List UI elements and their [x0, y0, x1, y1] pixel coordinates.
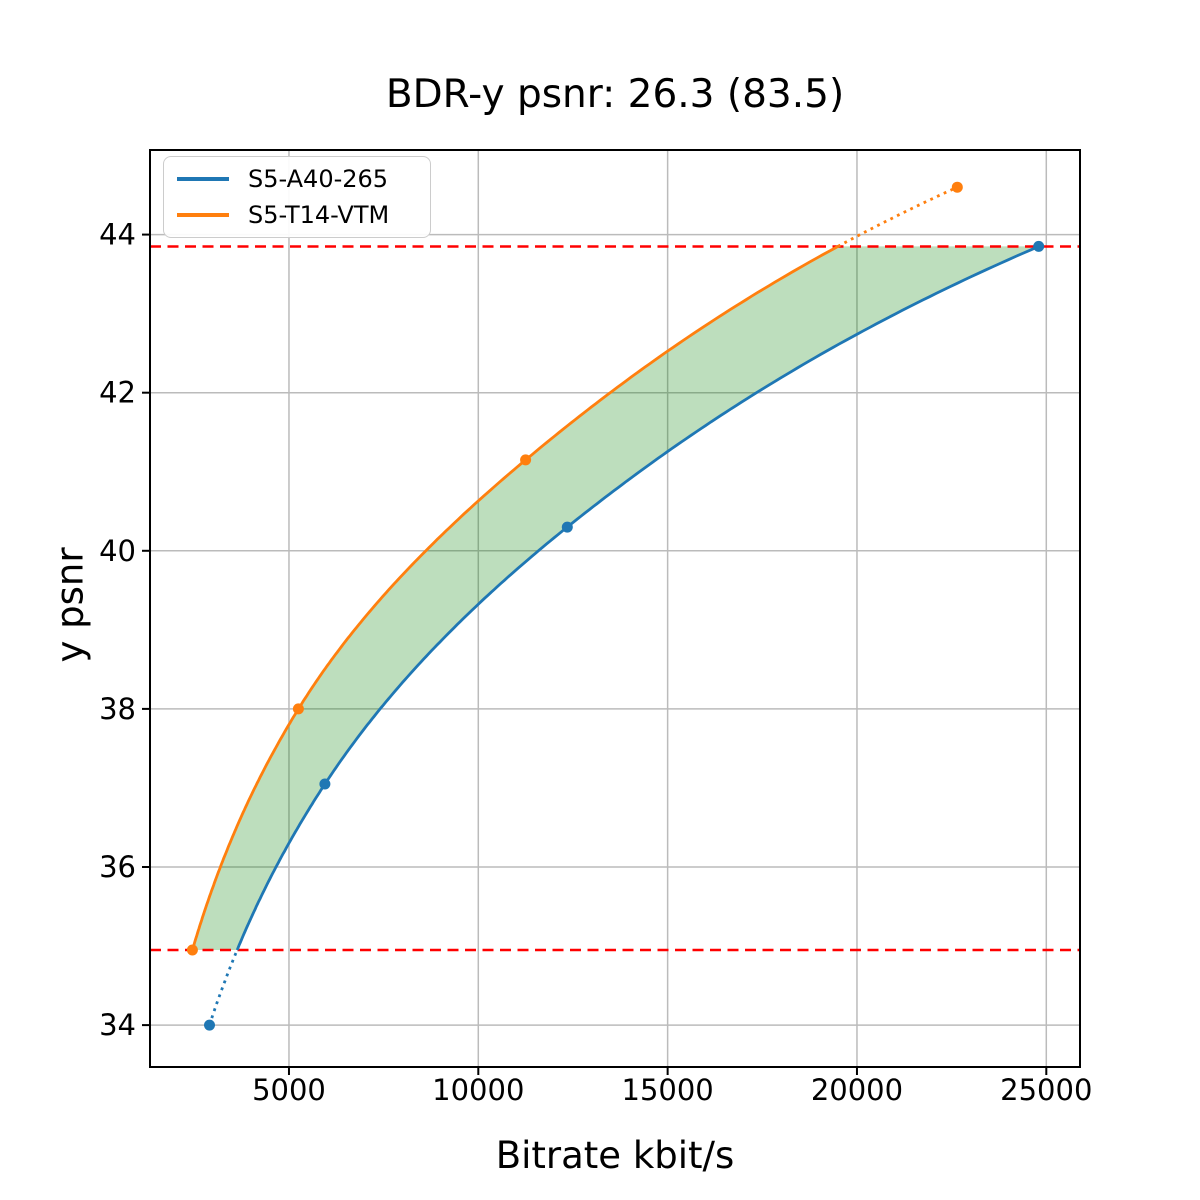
y-axis-label: y psnr — [48, 547, 92, 663]
axes-spines — [149, 149, 1081, 1068]
y-tick-label: 34 — [99, 1008, 136, 1042]
y-tick-label: 44 — [99, 218, 136, 252]
legend-item: S5-T14-VTM — [177, 201, 430, 229]
y-tick-label: 42 — [99, 376, 136, 410]
data-point-S5-T14-VTM — [186, 944, 198, 956]
series-curve-dotted-S5-T14-VTM — [837, 185, 958, 248]
x-tick-label: 10000 — [432, 1073, 524, 1107]
data-point-S5-A40-265 — [319, 778, 331, 790]
data-point-S5-A40-265 — [204, 1019, 215, 1031]
y-tick-label: 36 — [99, 850, 136, 884]
data-point-S5-T14-VTM — [520, 454, 532, 466]
legend-item: S5-A40-265 — [177, 165, 430, 193]
legend-label: S5-A40-265 — [248, 165, 389, 193]
x-tick-label: 20000 — [811, 1073, 903, 1107]
legend-line-swatch — [177, 177, 229, 181]
x-tick-label: 25000 — [1000, 1073, 1092, 1107]
data-point-S5-A40-265 — [1033, 240, 1045, 252]
legend-label: S5-T14-VTM — [248, 201, 390, 229]
data-point-S5-A40-265 — [561, 521, 573, 533]
data-point-S5-T14-VTM — [292, 703, 304, 715]
y-tick-label: 40 — [99, 534, 136, 568]
legend-line-swatch — [177, 213, 229, 217]
series-curve-S5-T14-VTM — [191, 245, 839, 951]
series-curve-dotted-S5-A40-265 — [208, 949, 239, 1026]
data-point-S5-T14-VTM — [951, 181, 963, 193]
legend: S5-A40-265 S5-T14-VTM — [163, 156, 431, 238]
x-tick-label: 5000 — [252, 1073, 326, 1107]
series-curve-S5-A40-265 — [235, 245, 1040, 951]
x-tick-label: 15000 — [622, 1073, 714, 1107]
bd-gap-fill — [192, 246, 1039, 950]
y-tick-label: 38 — [99, 692, 136, 726]
chart-title: BDR-y psnr: 26.3 (83.5) — [385, 72, 845, 117]
x-axis-label: Bitrate kbit/s — [495, 1134, 735, 1177]
